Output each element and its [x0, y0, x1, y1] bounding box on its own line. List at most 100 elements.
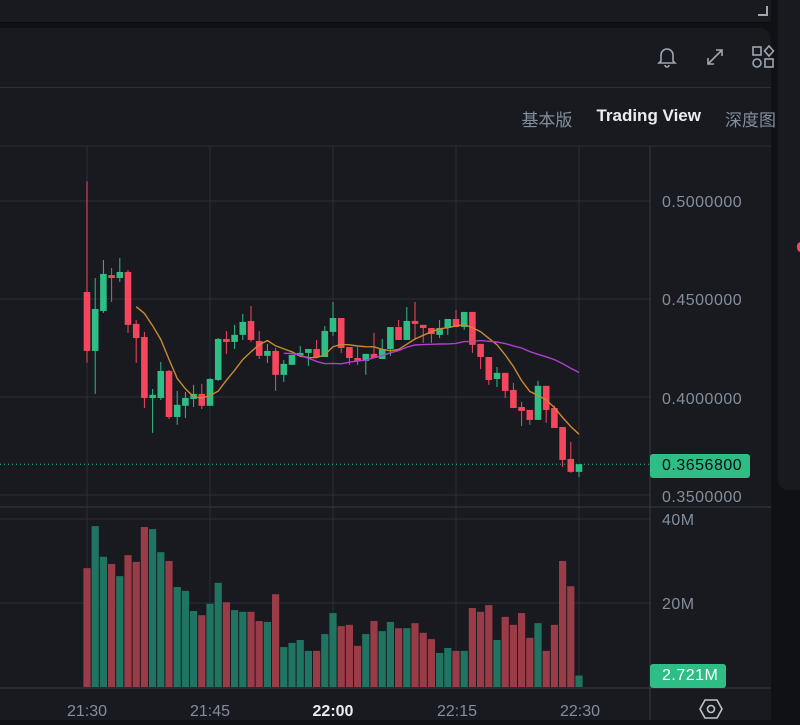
candle-body — [542, 385, 550, 410]
volume-bar — [567, 586, 575, 687]
candle-body — [534, 385, 542, 420]
volume-bar — [173, 587, 181, 687]
volume-bar — [452, 650, 460, 687]
current-price-badge: 0.3656800 — [650, 454, 751, 478]
candle-body — [313, 348, 320, 358]
widgets-icon[interactable] — [750, 44, 776, 70]
candle-body — [493, 372, 501, 379]
candle-body — [428, 328, 435, 335]
candle-body — [362, 353, 370, 361]
candle-body — [124, 271, 132, 325]
volume-bar — [345, 624, 353, 687]
volume-bar — [214, 582, 222, 687]
volume-bar — [378, 631, 386, 687]
volume-bar — [231, 610, 239, 687]
top-panel — [0, 0, 771, 23]
candle-body — [485, 357, 493, 380]
candle-body — [108, 275, 115, 279]
candle-body — [337, 318, 345, 348]
candle-body — [141, 337, 148, 398]
tab-trading-view[interactable]: Trading View — [596, 106, 701, 125]
candle-body — [239, 321, 247, 335]
time-tick-label: 21:45 — [190, 703, 230, 720]
volume-bar — [477, 611, 485, 687]
expand-icon[interactable] — [702, 44, 728, 70]
candle-body — [247, 320, 255, 340]
volume-bar — [124, 555, 132, 687]
volume-bar — [181, 590, 189, 687]
volume-bar — [427, 639, 435, 687]
candle-body — [510, 389, 517, 408]
volume-bar — [280, 647, 288, 687]
volume-bar — [419, 632, 427, 687]
resize-corner-icon[interactable] — [758, 6, 768, 16]
candle-body — [100, 273, 107, 311]
candle-body — [132, 323, 140, 339]
right-side-panel — [778, 0, 800, 490]
candle-body — [378, 348, 386, 359]
time-tick-label: 22:30 — [560, 703, 600, 720]
volume-bar — [370, 621, 378, 687]
volume-bar — [411, 623, 419, 687]
bell-icon[interactable] — [654, 44, 680, 70]
candle-body — [526, 409, 534, 420]
tab-basic[interactable]: 基本版 — [521, 111, 573, 130]
candle-body — [567, 458, 575, 472]
ma25-line — [283, 339, 580, 374]
volume-bar — [149, 529, 157, 687]
candle-body — [411, 320, 419, 324]
candle-body — [231, 334, 238, 342]
volume-bar — [354, 645, 362, 687]
time-tick-label: 22:15 — [437, 703, 477, 720]
volume-bar — [468, 608, 476, 687]
candle-body — [165, 370, 173, 417]
time-tick-label: 21:30 — [67, 703, 107, 720]
volume-bar — [222, 602, 230, 687]
volume-bar — [575, 675, 583, 687]
volume-bar — [165, 561, 173, 687]
volume-bar — [337, 626, 345, 687]
volume-bar — [116, 576, 124, 687]
candle-body — [551, 407, 558, 428]
candle-body — [272, 350, 279, 375]
candle-body — [206, 378, 214, 406]
volume-bar — [157, 552, 165, 687]
candle-body — [157, 370, 165, 398]
candle-body — [280, 363, 288, 375]
volume-bar — [509, 624, 517, 687]
volume-bar — [550, 624, 558, 687]
candle-body — [477, 343, 484, 358]
volume-bar — [91, 526, 99, 687]
ma7-line — [135, 306, 580, 435]
candle-body — [223, 338, 230, 342]
candle-body — [91, 308, 99, 351]
volume-bar — [83, 568, 91, 687]
chart-settings-icon[interactable] — [699, 698, 723, 720]
tab-depth[interactable]: 深度图 — [725, 111, 776, 130]
volume-tick-label: 40M — [662, 512, 695, 529]
volume-bar — [304, 650, 312, 687]
candle-body — [460, 311, 468, 328]
volume-bar — [132, 561, 140, 687]
volume-bar — [559, 561, 567, 687]
volume-tick-label: 20M — [662, 596, 695, 613]
candle-body — [182, 397, 189, 406]
candle-body — [419, 324, 427, 329]
volume-bar — [108, 563, 116, 687]
candle-body — [354, 357, 361, 361]
chart-toolbar — [654, 44, 776, 70]
volume-bar — [518, 613, 526, 687]
volume-bar — [534, 623, 542, 687]
volume-bar — [272, 594, 280, 687]
candle-body — [83, 291, 91, 351]
volume-bar — [239, 611, 247, 687]
candle-body — [321, 330, 329, 358]
candle-body — [501, 372, 509, 391]
divider — [0, 87, 771, 88]
candle-body — [395, 327, 402, 340]
volume-bar — [288, 642, 296, 687]
candle-body — [452, 318, 460, 328]
candle-body — [173, 404, 181, 417]
price-tick-label: 0.4500000 — [662, 292, 742, 309]
